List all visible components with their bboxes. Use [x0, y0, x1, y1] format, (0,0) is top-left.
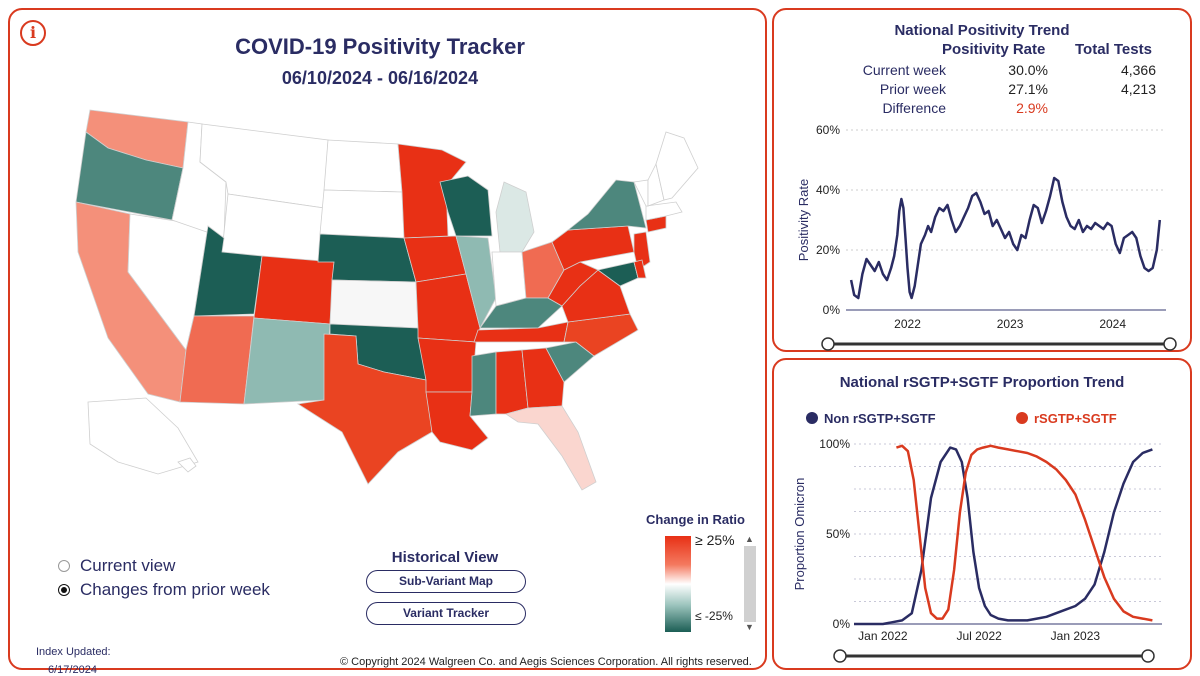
- copyright-notice: © Copyright 2024 Walgreen Co. and Aegis …: [340, 656, 752, 668]
- state-florida[interactable]: [505, 405, 597, 491]
- state-kansas[interactable]: [329, 279, 419, 329]
- range-slider-start-handle[interactable]: [821, 337, 835, 351]
- positivity-panel-title: National Positivity Trend: [894, 22, 1070, 39]
- state-massachusetts[interactable]: [645, 201, 683, 221]
- range-slider-end-handle[interactable]: [1141, 649, 1155, 663]
- range-slider-start-handle[interactable]: [833, 649, 847, 663]
- view-option-changes[interactable]: Changes from prior week: [58, 580, 270, 600]
- date-range: 06/10/2024 - 06/16/2024: [281, 68, 479, 88]
- y-tick-label: 100%: [819, 437, 850, 451]
- legend-min-label: ≤ -25%: [695, 610, 733, 623]
- row-label-prior: Prior week: [879, 81, 946, 97]
- view-option-label: Changes from prior week: [80, 580, 270, 599]
- state-new-jersey[interactable]: [633, 231, 651, 271]
- state-mississippi[interactable]: [469, 351, 497, 417]
- state-alaska[interactable]: [87, 397, 199, 475]
- x-tick-label: 2024: [1099, 317, 1126, 331]
- non-rsgtp-series-line: [854, 446, 1153, 626]
- us-state-map: [75, 109, 699, 491]
- positivity-trend-panel: National Positivity Trend Positivity Rat…: [772, 8, 1192, 352]
- y-tick-label: 60%: [816, 123, 840, 137]
- scrollbar-thumb[interactable]: [744, 546, 756, 622]
- state-indiana[interactable]: [491, 251, 527, 307]
- state-michigan[interactable]: [495, 181, 535, 253]
- sub-variant-map-button[interactable]: Sub-Variant Map: [366, 570, 526, 593]
- sgtf-trend-panel: National rSGTP+SGTF Proportion Trend Non…: [772, 358, 1192, 670]
- state-pennsylvania[interactable]: [551, 225, 635, 271]
- sgtf-line-chart: Non rSGTP+SGTF rSGTP+SGTF 0% 50% 100% Jan 202…: [792, 411, 1162, 663]
- state-delaware[interactable]: [633, 259, 647, 279]
- header-positivity-rate: Positivity Rate: [942, 41, 1046, 58]
- y-axis-label: Positivity Rate: [796, 179, 811, 261]
- state-nebraska[interactable]: [317, 233, 417, 283]
- legend-max-label: ≥ 25%: [695, 532, 735, 548]
- state-tennessee[interactable]: [473, 321, 569, 343]
- state-texas[interactable]: [296, 333, 433, 485]
- sgtf-panel-title: National rSGTP+SGTF Proportion Trend: [839, 374, 1125, 391]
- page-title: COVID-19 Positivity Tracker: [235, 34, 525, 59]
- x-tick-label: Jan 2022: [858, 629, 908, 643]
- scroll-up-icon[interactable]: ▲: [745, 534, 754, 544]
- scroll-down-icon[interactable]: ▼: [745, 622, 754, 632]
- x-tick-label: 2022: [894, 317, 921, 331]
- radio-button[interactable]: [58, 560, 70, 572]
- state-wisconsin[interactable]: [439, 175, 493, 237]
- y-tick-label: 20%: [816, 243, 840, 257]
- legend-scrollbar[interactable]: ▲ ▼: [742, 534, 758, 634]
- index-updated-date: 6/17/2024: [48, 664, 97, 676]
- map-panel: i COVID-19 Positivity Tracker 06/10/2024…: [8, 8, 767, 676]
- y-tick-label: 50%: [826, 527, 850, 541]
- header-total-tests: Total Tests: [1075, 41, 1152, 58]
- legend-marker: [806, 412, 818, 424]
- state-north-dakota[interactable]: [323, 139, 403, 193]
- state-new-mexico[interactable]: [243, 317, 331, 405]
- state-arizona[interactable]: [179, 315, 255, 405]
- y-axis-label: Proportion Omicron: [792, 478, 807, 591]
- info-icon[interactable]: i: [20, 20, 46, 46]
- variant-tracker-button[interactable]: Variant Tracker: [366, 602, 526, 625]
- state-colorado[interactable]: [253, 255, 335, 325]
- y-tick-label: 40%: [816, 183, 840, 197]
- difference-rate: 2.9%: [1016, 100, 1048, 116]
- state-south-dakota[interactable]: [319, 189, 405, 239]
- legend-label: rSGTP+SGTF: [1034, 411, 1117, 426]
- prior-rate: 27.1%: [1008, 81, 1048, 97]
- state-maine[interactable]: [655, 131, 699, 201]
- legend-marker: [1016, 412, 1028, 424]
- radio-button-selected[interactable]: [58, 584, 70, 596]
- state-new-york[interactable]: [566, 179, 647, 231]
- row-label-difference: Difference: [882, 100, 946, 116]
- legend-title: Change in Ratio: [646, 512, 745, 527]
- current-rate: 30.0%: [1008, 62, 1048, 78]
- view-option-label: Current view: [80, 556, 176, 575]
- positivity-line-chart: 0% 20% 40% 60% 2022 2023 2024 Positivity Rate: [796, 123, 1177, 351]
- index-updated-label: Index Updated:: [36, 646, 111, 658]
- view-option-current[interactable]: Current view: [58, 556, 175, 576]
- x-tick-label: Jul 2022: [956, 629, 1002, 643]
- state-hawaii[interactable]: [177, 457, 197, 473]
- range-slider-end-handle[interactable]: [1163, 337, 1177, 351]
- rsgtp-series-line: [896, 444, 1153, 622]
- historical-view-title: Historical View: [391, 549, 499, 566]
- row-label-current: Current week: [862, 62, 946, 78]
- y-tick-label: 0%: [833, 617, 851, 631]
- state-minnesota[interactable]: [397, 143, 467, 239]
- state-illinois[interactable]: [455, 235, 497, 330]
- x-tick-label: 2023: [997, 317, 1024, 331]
- current-tests: 4,366: [1120, 62, 1156, 78]
- prior-tests: 4,213: [1120, 81, 1156, 97]
- positivity-series-line: [849, 176, 1162, 300]
- legend-label: Non rSGTP+SGTF: [824, 411, 936, 426]
- state-arkansas[interactable]: [417, 337, 477, 393]
- x-tick-label: Jan 2023: [1051, 629, 1101, 643]
- y-tick-label: 0%: [823, 303, 841, 317]
- legend-color-scale: [665, 536, 691, 632]
